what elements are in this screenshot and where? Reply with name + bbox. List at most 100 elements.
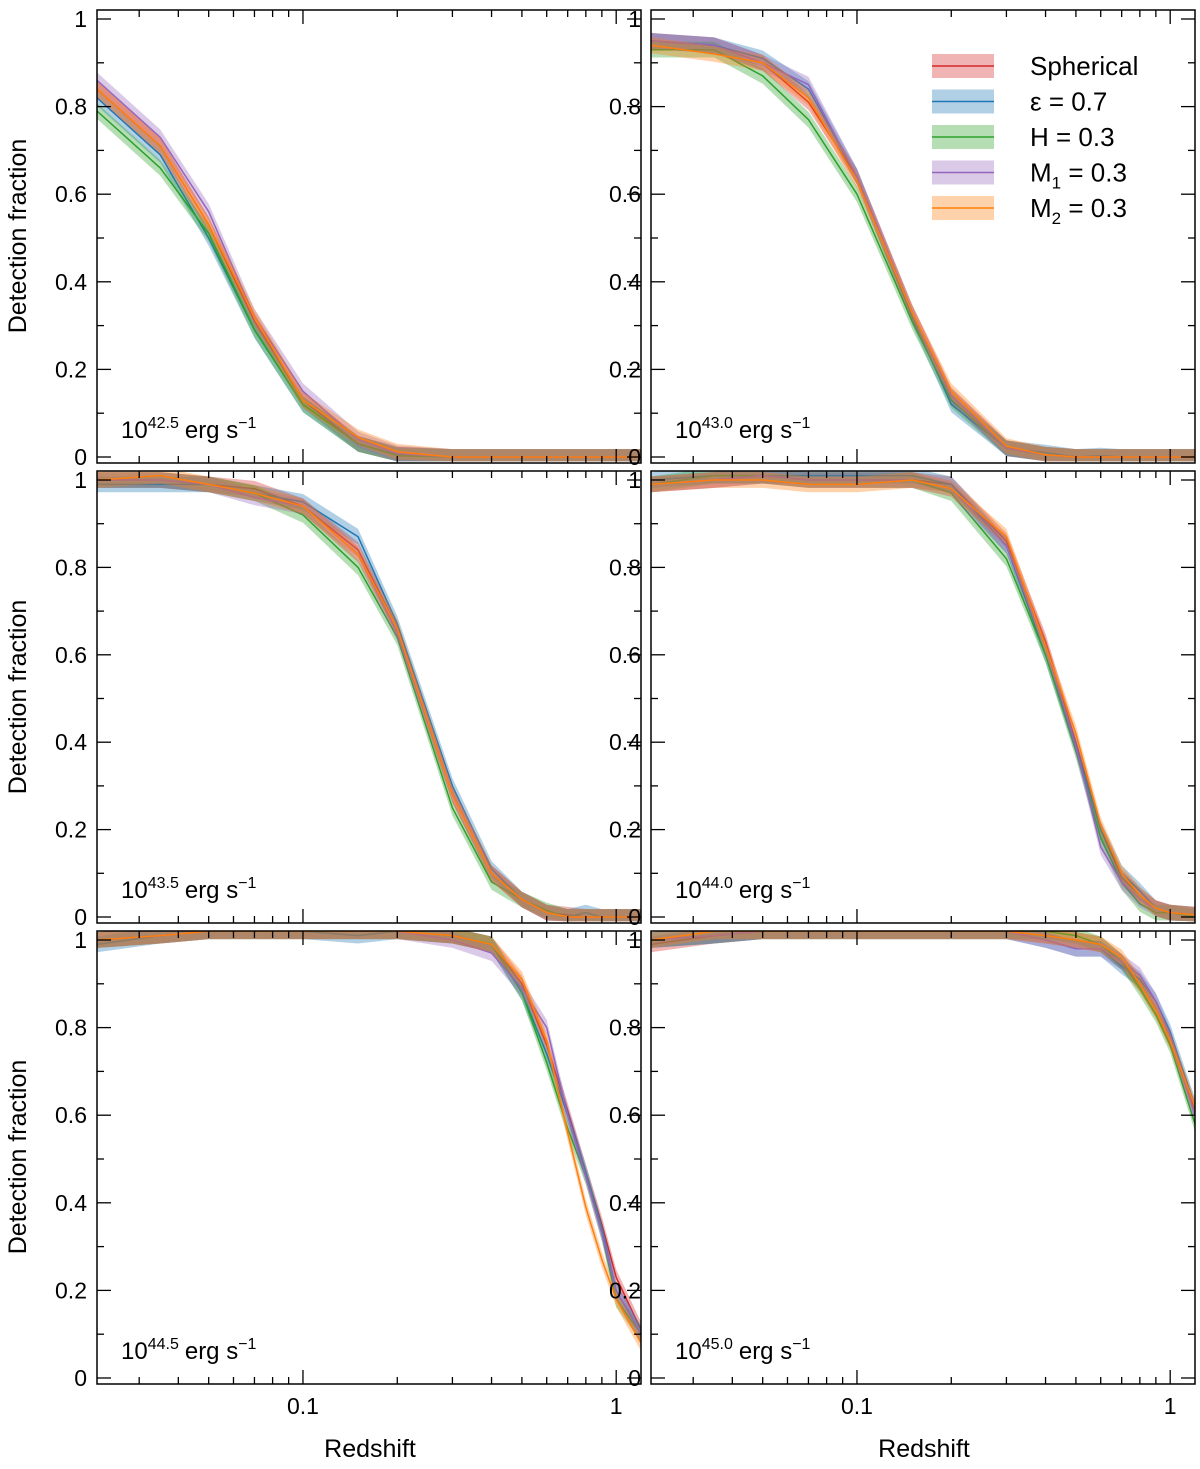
series-line-2	[97, 97, 641, 458]
panel-frame	[96, 9, 642, 464]
panel-luminosity-label: 1045.0 erg s−1	[675, 1336, 811, 1365]
panel-frame	[650, 470, 1196, 924]
series-line-5	[97, 931, 641, 1344]
series-line-3	[97, 479, 641, 918]
panel-luminosity-label: 1043.5 erg s−1	[121, 875, 257, 904]
series-line-5	[651, 479, 1195, 916]
y-tick-label: 0.2	[609, 1277, 641, 1303]
series-band-5	[651, 37, 1195, 462]
legend-label: M1 = 0.3	[1030, 158, 1127, 193]
y-tick-label: 1	[74, 6, 87, 32]
y-tick-label: 0.8	[55, 1015, 87, 1041]
series-band-3	[97, 472, 641, 922]
series-line-2	[97, 931, 641, 1335]
series-band-5	[97, 471, 641, 922]
x-tick-label: 0.1	[841, 1393, 873, 1419]
legend-label: M2 = 0.3	[1030, 193, 1127, 228]
series-group	[651, 33, 1195, 462]
series-line-4	[97, 79, 641, 458]
x-axis-label-right: Redshift	[878, 1435, 970, 1463]
series-line-1	[97, 931, 641, 1331]
series-line-5	[97, 474, 641, 918]
y-tick-label: 0.2	[609, 817, 641, 843]
y-tick-label: 0.4	[609, 729, 641, 755]
series-group	[97, 931, 641, 1351]
panel-frame	[96, 930, 642, 1385]
panel-1: 0 0.2 0.4 0.6 0.8 1 1042.5 erg s−1	[55, 6, 642, 470]
y-tick-label: 0.8	[609, 94, 641, 120]
panel-6: 0 0.2 0.4 0.6 0.8 1 0.1 1 1045.0 erg s−1	[609, 927, 1196, 1419]
x-tick-label: 0.1	[287, 1393, 319, 1419]
legend-entry-m1: M1 = 0.3	[932, 158, 1127, 193]
series-line-2	[651, 474, 1195, 916]
series-line-2	[97, 483, 641, 918]
y-tick-label: 0	[628, 1365, 641, 1391]
series-group	[97, 471, 641, 922]
legend-label: H = 0.3	[1030, 122, 1115, 152]
series-band-2	[651, 33, 1195, 462]
series-band-1	[97, 931, 641, 1338]
panel-luminosity-label: 1044.0 erg s−1	[675, 875, 811, 904]
legend: Spherical ε = 0.7 H = 0.3 M1 = 0.3M2 = 0.3	[932, 51, 1138, 228]
legend-entry-h: H = 0.3	[932, 122, 1115, 152]
y-tick-label: 0.4	[609, 1190, 641, 1216]
legend-label: Spherical	[1030, 51, 1138, 81]
series-line-3	[651, 48, 1195, 458]
series-line-4	[651, 40, 1195, 458]
series-group	[651, 471, 1195, 922]
y-axis-label-middle: Detection fraction	[4, 600, 32, 795]
series-band-1	[97, 81, 641, 462]
y-tick-label: 0	[628, 904, 641, 930]
panel-5: 0 0.2 0.4 0.6 0.8 1 0.1 1 1044.5 erg s−1	[55, 927, 642, 1419]
series-line-1	[651, 40, 1195, 458]
series-band-2	[97, 931, 641, 1343]
legend-entry-eps: ε = 0.7	[932, 87, 1107, 117]
y-tick-label: 0.2	[55, 356, 87, 382]
y-tick-label: 0.6	[609, 181, 641, 207]
panel-frame	[650, 9, 1196, 464]
legend-entry-m2: M2 = 0.3	[932, 193, 1127, 228]
panel-3: 0 0.2 0.4 0.6 0.8 1 1043.5 erg s−1	[55, 467, 642, 930]
y-tick-label: 0.6	[609, 642, 641, 668]
y-tick-label: 0	[628, 444, 641, 470]
y-tick-label: 0	[74, 1365, 87, 1391]
series-band-3	[97, 931, 641, 1343]
y-tick-label: 0.8	[609, 1015, 641, 1041]
series-band-2	[97, 90, 641, 462]
y-tick-label: 0.2	[609, 356, 641, 382]
y-tick-label: 1	[628, 6, 641, 32]
y-axis-label-bottom: Detection fraction	[4, 1060, 32, 1255]
y-tick-label: 0	[74, 904, 87, 930]
y-tick-label: 0.8	[609, 554, 641, 580]
panel-frame	[650, 930, 1196, 1385]
y-tick-label: 1	[628, 467, 641, 493]
panels-layer: 0 0.2 0.4 0.6 0.8 1 1042.5 erg s−1 0 0.2 0.4 0.6 0.8…	[55, 6, 1196, 1419]
y-tick-label: 1	[74, 467, 87, 493]
series-band-3	[97, 103, 641, 462]
x-tick-label: 1	[1164, 1393, 1177, 1419]
y-tick-label: 1	[628, 927, 641, 953]
series-band-4	[97, 931, 641, 1343]
y-tick-label: 0.4	[55, 269, 87, 295]
y-tick-label: 0.2	[55, 817, 87, 843]
series-group	[651, 931, 1195, 1132]
y-axis-label-top: Detection fraction	[4, 139, 32, 334]
y-tick-label: 0	[74, 444, 87, 470]
y-tick-label: 0.8	[55, 94, 87, 120]
y-tick-label: 0.6	[55, 642, 87, 668]
series-band-4	[651, 33, 1195, 462]
panel-frame	[96, 470, 642, 924]
panel-luminosity-label: 1042.5 erg s−1	[121, 415, 257, 444]
series-line-2	[651, 40, 1195, 458]
series-line-5	[97, 88, 641, 458]
series-band-4	[97, 72, 641, 462]
y-tick-label: 0.2	[55, 1277, 87, 1303]
series-band-3	[651, 41, 1195, 462]
y-tick-label: 0.4	[609, 269, 641, 295]
series-line-1	[97, 88, 641, 458]
panel-luminosity-label: 1044.5 erg s−1	[121, 1336, 257, 1365]
panel-2: 0 0.2 0.4 0.6 0.8 1 1043.0 erg s−1	[609, 6, 1196, 470]
y-tick-label: 0.6	[55, 1102, 87, 1128]
series-band-5	[97, 931, 641, 1351]
